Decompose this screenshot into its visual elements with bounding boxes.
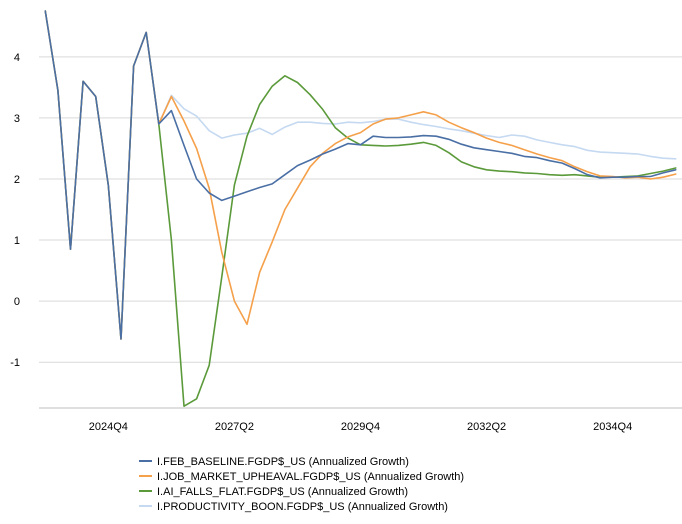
x-tick-label: 2034Q4 [593,421,632,433]
series-line-0 [44,10,677,340]
x-axis: 2024Q4 2027Q2 2029Q4 2032Q2 2034Q4 [39,407,682,433]
x-tick-label: 2032Q2 [467,421,506,433]
series-line-2 [44,10,677,408]
y-tick-label: 0 [14,296,20,308]
series-lines [44,10,677,408]
y-tick-label: 3 [14,113,20,125]
y-axis: -1 0 1 2 3 4 [10,52,20,369]
x-tick-label: 2027Q2 [215,421,254,433]
legend-label: I.FEB_BASELINE.FGDP$_US (Annualized Grow… [157,456,409,468]
legend-label: I.JOB_MARKET_UPHEAVAL.FGDP$_US (Annualiz… [157,471,464,483]
x-tick-label: 2029Q4 [341,421,380,433]
y-tick-label: 1 [14,235,20,247]
x-tick-label: 2024Q4 [89,421,128,433]
gridlines [39,56,682,363]
y-tick-label: 2 [14,174,20,186]
legend: I.FEB_BASELINE.FGDP$_US (Annualized Grow… [139,456,464,513]
y-tick-label: 4 [14,52,20,64]
y-tick-label: -1 [10,357,20,369]
legend-label: I.PRODUCTIVITY_BOON.FGDP$_US (Annualized… [157,501,448,513]
legend-label: I.AI_FALLS_FLAT.FGDP$_US (Annualized Gro… [157,486,408,498]
